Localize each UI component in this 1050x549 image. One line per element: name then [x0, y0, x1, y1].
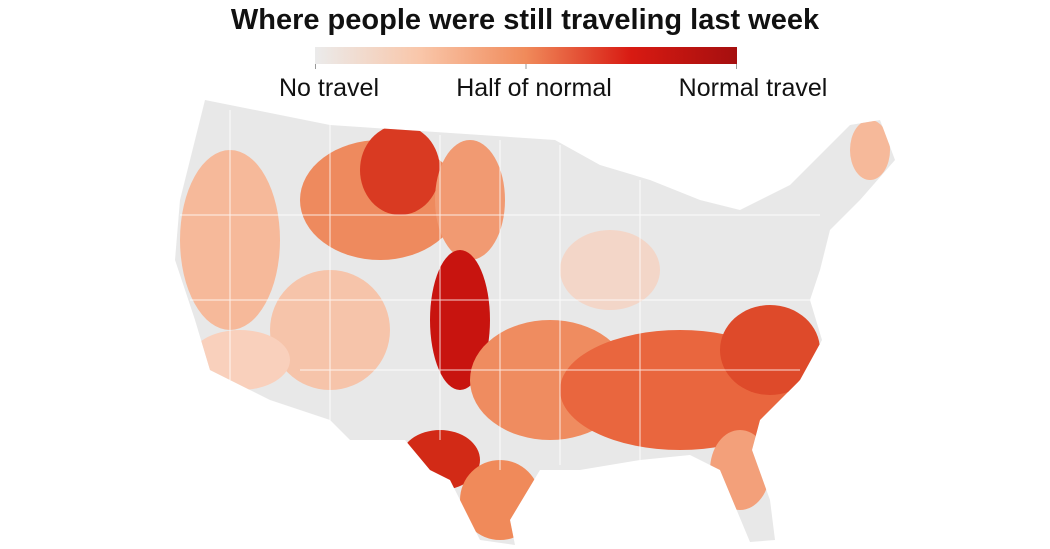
counties: [175, 100, 895, 545]
state-lines: [180, 110, 820, 470]
legend-label: No travel: [278, 74, 380, 102]
title: Where people were still traveling last w…: [230, 4, 820, 36]
legend-label: Half of normal: [456, 74, 612, 102]
legend-ticks: [315, 64, 737, 69]
legend-label: Normal travel: [678, 74, 828, 102]
legend-bar: [315, 47, 737, 64]
